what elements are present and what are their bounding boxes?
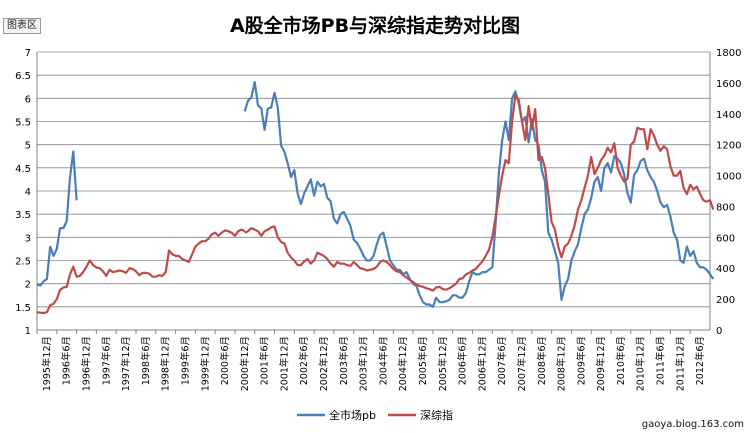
x-tick-label: 1999年6月 — [179, 336, 191, 385]
x-tick-label: 2011年12月 — [674, 336, 686, 391]
gridlines — [37, 51, 710, 331]
y-left-tick-label: 1 — [25, 326, 31, 337]
y-left-tick-label: 7 — [25, 48, 31, 59]
x-tick-label: 2000年12月 — [239, 336, 251, 391]
x-tick-label: 2009年6月 — [575, 336, 587, 385]
y-left-tick-label: 3.5 — [15, 210, 31, 221]
x-tick-label: 2007年12月 — [516, 336, 528, 391]
y-right-tick-label: 1200 — [716, 141, 741, 152]
x-tick-label: 1996年6月 — [61, 336, 73, 385]
chart-area-label[interactable]: 图表区 — [3, 18, 41, 34]
y-right-tick-label: 1600 — [716, 79, 741, 90]
y-left-tick-label: 4 — [25, 187, 31, 198]
index-series-line — [244, 94, 715, 292]
x-tick-label: 1997年6月 — [100, 336, 112, 385]
axes: 1 1.5 2 2.5 3 3.5 4 4.5 5 5.5 6 6.5 7 0 200 400 600 800 10… — [15, 48, 741, 391]
y-right-tick-label: 600 — [716, 233, 735, 244]
x-tick-label: 2008年6月 — [536, 336, 548, 385]
watermark: gaoya.blog.163.com — [641, 419, 744, 430]
y-left-tick-label: 2.5 — [15, 257, 31, 268]
x-tick-label: 2010年12月 — [635, 336, 647, 391]
x-tick-label: 2005年12月 — [437, 336, 449, 391]
y-right-tick-label: 1000 — [716, 172, 741, 183]
x-tick-label: 2001年6月 — [259, 336, 271, 385]
x-tick-label: 2008年12月 — [556, 336, 568, 391]
x-tick-label: 1995年12月 — [41, 336, 53, 391]
x-tick-label: 2012年6月 — [694, 336, 706, 385]
index-series-line — [36, 228, 246, 315]
y-left-tick-label: 4.5 — [15, 164, 31, 175]
x-tick-label: 2002年12月 — [318, 336, 330, 391]
x-tick-label: 1997年12月 — [120, 336, 132, 391]
x-tick-label: 2011年6月 — [655, 336, 667, 385]
x-tick-label: 2003年12月 — [358, 336, 370, 391]
y-right-tick-label: 0 — [716, 326, 722, 337]
y-left-tick-label: 6.5 — [15, 71, 31, 82]
x-tick-label: 1998年12月 — [160, 336, 172, 391]
y-left-tick-label: 3 — [25, 233, 31, 244]
x-tick-label: 1996年12月 — [80, 336, 92, 391]
pb-series-line — [243, 81, 715, 308]
y-left-tick-label: 1.5 — [15, 303, 31, 314]
chart-title: A股全市场PB与深综指走势对比图 — [230, 14, 520, 37]
y-left-tick-label: 2 — [25, 280, 31, 291]
y-right-tick-label: 1400 — [716, 110, 741, 121]
x-tick-label: 2004年6月 — [377, 336, 389, 385]
x-tick-label: 2007年6月 — [496, 336, 508, 385]
x-tick-label: 2006年12月 — [476, 336, 488, 391]
series-lines — [36, 81, 715, 315]
legend: 全市场pb 深综指 — [297, 408, 453, 422]
x-tick-label: 2003年6月 — [338, 336, 350, 385]
legend-label-index: 深综指 — [420, 408, 453, 422]
legend-label-pb: 全市场pb — [329, 408, 376, 422]
y-right-tick-label: 400 — [716, 264, 735, 275]
y-left-tick-label: 5 — [25, 141, 31, 152]
x-tick-label: 2000年6月 — [219, 336, 231, 385]
x-tick-label: 1999年12月 — [199, 336, 211, 391]
y-left-tick-label: 5.5 — [15, 118, 31, 129]
x-tick-label: 2009年12月 — [595, 336, 607, 391]
y-right-tick-label: 800 — [716, 202, 735, 213]
x-tick-label: 1998年6月 — [140, 336, 152, 385]
x-tick-label: 2005年6月 — [417, 336, 429, 385]
pb-series-line — [36, 150, 78, 287]
x-tick-label: 2004年12月 — [397, 336, 409, 391]
x-tick-label: 2010年6月 — [615, 336, 627, 385]
y-right-tick-label: 1800 — [716, 48, 741, 59]
x-tick-label: 2001年12月 — [278, 336, 290, 391]
y-right-tick-label: 200 — [716, 295, 735, 306]
y-left-tick-label: 6 — [25, 94, 31, 105]
x-tick-label: 2006年6月 — [457, 336, 469, 385]
x-tick-label: 2002年6月 — [298, 336, 310, 385]
